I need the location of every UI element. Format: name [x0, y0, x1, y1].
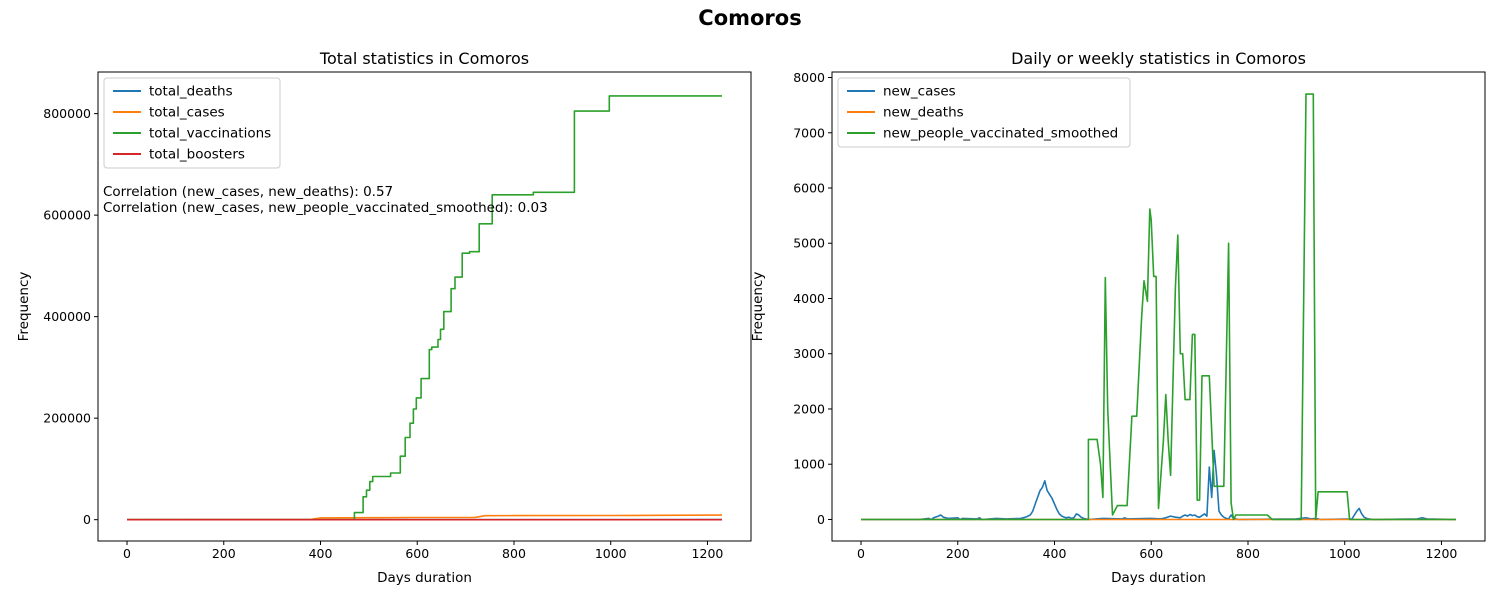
- chart-title: Daily or weekly statistics in Comoros: [1011, 49, 1306, 68]
- x-tick-label: 0: [123, 546, 131, 561]
- y-tick-label: 7000: [793, 125, 825, 140]
- x-tick-label: 200: [212, 546, 236, 561]
- y-tick-label: 0: [83, 512, 91, 527]
- y-tick-label: 400000: [43, 309, 91, 324]
- y-tick-label: 200000: [43, 411, 91, 426]
- chart-2: Daily or weekly statistics in Comoros 0 20…: [750, 49, 1486, 586]
- legend-label-new_cases: new_cases: [883, 84, 956, 100]
- series-line-new_cases: [861, 449, 1457, 521]
- x-tick-label: 400: [309, 546, 333, 561]
- correlation-annotation: Correlation (new_cases, new_people_vacci…: [103, 200, 548, 216]
- legend-label-total_vaccinations: total_vaccinations: [149, 126, 271, 142]
- y-tick-label: 600000: [43, 208, 91, 223]
- legend-label-new_deaths: new_deaths: [883, 105, 964, 121]
- legend-label-total_boosters: total_boosters: [149, 147, 245, 163]
- y-tick-label: 4000: [793, 291, 825, 306]
- y-tick-label: 800000: [43, 106, 91, 121]
- x-tick-label: 1000: [595, 546, 627, 561]
- x-axis-label: Days duration: [1111, 570, 1206, 586]
- legend-box: [837, 77, 1131, 148]
- y-axis-label: Frequency: [16, 272, 32, 342]
- series-group: [861, 93, 1457, 521]
- legend-box: [103, 77, 281, 169]
- x-tick-label: 600: [405, 546, 429, 561]
- x-tick-label: 400: [1043, 546, 1067, 561]
- axes-frame: [831, 71, 1486, 542]
- x-tick-label: 800: [1236, 546, 1260, 561]
- y-tick-label: 1000: [793, 457, 825, 472]
- x-tick-label: 1000: [1329, 546, 1361, 561]
- axes-frame: [97, 71, 752, 542]
- y-axis-label: Frequency: [750, 272, 766, 342]
- x-tick-label: 1200: [1426, 546, 1458, 561]
- x-tick-label: 800: [502, 546, 526, 561]
- y-tick-label: 5000: [793, 236, 825, 251]
- legend-label-total_deaths: total_deaths: [149, 84, 233, 100]
- legend-label-total_cases: total_cases: [149, 105, 225, 121]
- chart-title: Total statistics in Comoros: [319, 49, 529, 68]
- series-line-total_vaccinations: [127, 95, 722, 521]
- x-tick-label: 1200: [692, 546, 724, 561]
- x-tick-label: 0: [857, 546, 865, 561]
- y-tick-label: 2000: [793, 401, 825, 416]
- y-tick-label: 3000: [793, 346, 825, 361]
- y-tick-label: 0: [817, 512, 825, 527]
- series-line-total_cases: [126, 514, 723, 521]
- x-axis-label: Days duration: [377, 570, 472, 586]
- chart-1: Total statistics in Comoros 0 200 400 600 800…: [16, 49, 752, 586]
- x-tick-label: 200: [946, 546, 970, 561]
- x-tick-label: 600: [1139, 546, 1163, 561]
- series-line-new_people_vaccinated_smoothed: [861, 93, 1456, 521]
- correlation-annotation: Correlation (new_cases, new_deaths): 0.5…: [103, 184, 393, 200]
- figure-title: Comoros: [698, 6, 802, 30]
- y-tick-label: 6000: [793, 181, 825, 196]
- series-group: [126, 95, 723, 521]
- y-tick-label: 8000: [793, 70, 825, 85]
- legend-label-new_people_vaccinated_smoothed: new_people_vaccinated_smoothed: [883, 126, 1118, 142]
